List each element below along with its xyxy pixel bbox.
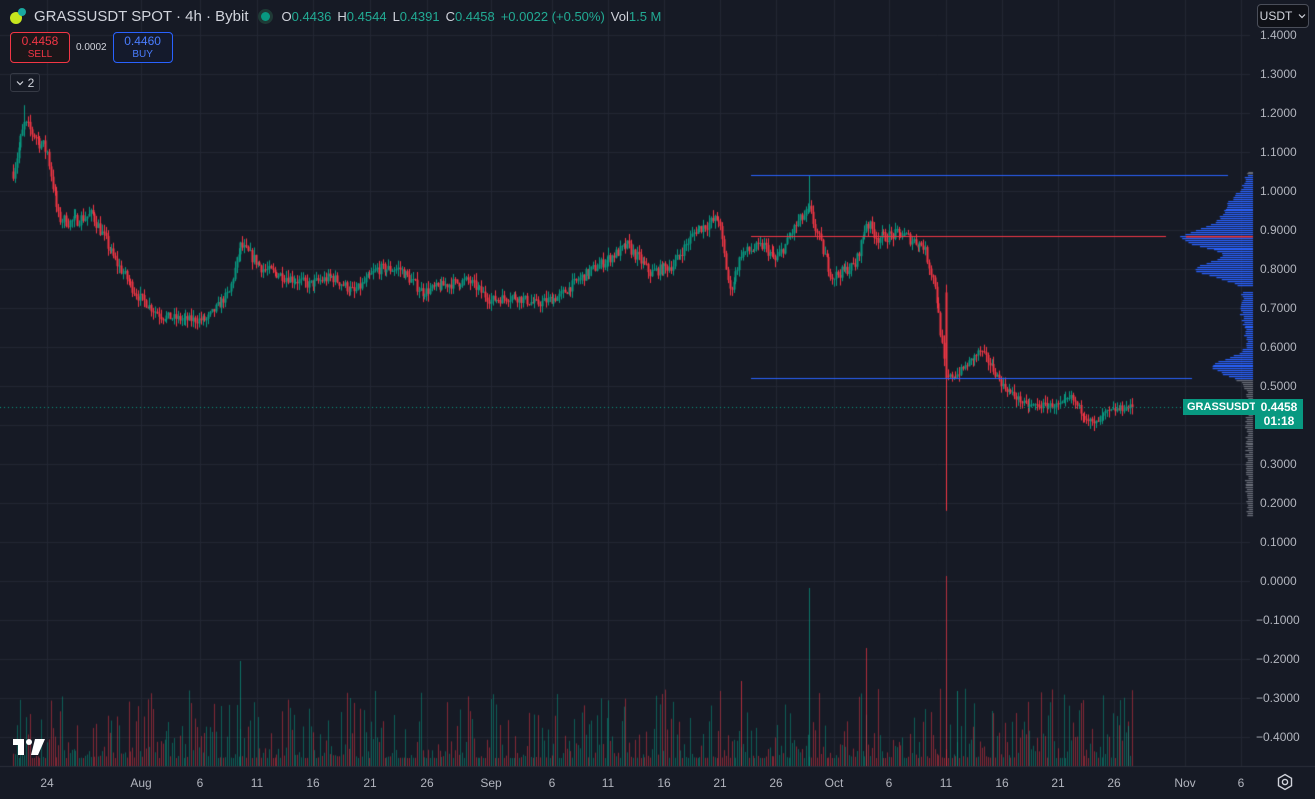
time-axis-label: 6: [548, 776, 556, 790]
price-axis-label: 1.2000: [1260, 106, 1297, 120]
sell-button[interactable]: 0.4458 SELL: [10, 32, 70, 63]
price-axis-label: 0.1000: [1260, 535, 1297, 549]
buy-label: BUY: [132, 48, 153, 60]
time-axis-label: 21: [1051, 776, 1065, 790]
last-price-value: 0.4458: [1260, 400, 1298, 414]
time-axis-label: 6: [196, 776, 204, 790]
time-axis-label: 21: [363, 776, 377, 790]
close-value: 0.4458: [454, 8, 495, 24]
time-axis-label: 6: [885, 776, 893, 790]
time-axis-label: 24: [40, 776, 54, 790]
sell-price: 0.4458: [21, 33, 59, 48]
chart-legend: GRASSUSDT SPOT · 4h · Bybit O0.4436 H0.4…: [10, 7, 661, 25]
price-axis-label: 0.8000: [1260, 262, 1297, 276]
price-axis-label: 0.2000: [1260, 496, 1297, 510]
trade-panel: 0.4458 SELL 0.0002 0.4460 BUY: [10, 32, 173, 63]
settings-gear-icon[interactable]: [1276, 773, 1294, 791]
grass-logo-icon: [10, 7, 28, 25]
buy-price: 0.4460: [124, 33, 161, 48]
symbol-price-tag: GRASSUSDT: [1183, 399, 1261, 415]
time-axis-label: Sep: [480, 776, 502, 790]
price-axis-label: 0.9000: [1260, 223, 1297, 237]
time-axis-label: Aug: [130, 776, 152, 790]
open-label: O: [281, 8, 292, 24]
time-axis-label: Nov: [1174, 776, 1196, 790]
price-axis-label: 0.5000: [1260, 379, 1297, 393]
open-value: 0.4436: [291, 8, 332, 24]
time-axis-label: 16: [995, 776, 1009, 790]
buy-button[interactable]: 0.4460 BUY: [112, 32, 173, 63]
time-axis-label: 11: [250, 776, 264, 790]
volume-value: 1.5 M: [628, 8, 662, 24]
volume-label: Vol: [610, 8, 629, 24]
currency-label: USDT: [1259, 9, 1293, 23]
time-axis-label: 26: [1107, 776, 1121, 790]
tradingview-logo-icon[interactable]: [13, 739, 45, 755]
chevron-down-icon: [16, 80, 24, 85]
currency-selector[interactable]: USDT: [1257, 4, 1309, 28]
price-axis-label: 1.4000: [1260, 28, 1297, 42]
ohlc-values: O0.4436 H0.4544 L0.4391 C0.4458 +0.0022 …: [282, 9, 662, 24]
change-value: +0.0022 (+0.50%): [500, 8, 605, 24]
price-axis-label: 0.7000: [1260, 301, 1297, 315]
price-axis-label: −0.3000: [1256, 691, 1300, 705]
spread-value: 0.0002: [76, 42, 107, 53]
price-axis-label: −0.1000: [1256, 613, 1300, 627]
time-axis-label: 6: [1237, 776, 1245, 790]
bar-countdown: 01:18: [1263, 414, 1295, 428]
indicators-count: 2: [27, 75, 35, 90]
price-axis-label: −0.4000: [1256, 730, 1300, 744]
time-axis-label: 21: [713, 776, 727, 790]
low-label: L: [392, 8, 400, 24]
price-axis-label: 0.3000: [1260, 457, 1297, 471]
price-axis-label: 0.0000: [1260, 574, 1297, 588]
high-value: 0.4544: [346, 8, 387, 24]
price-axis-label: 1.1000: [1260, 145, 1297, 159]
market-open-status-icon: [260, 11, 270, 21]
time-axis-label: 16: [306, 776, 320, 790]
price-axis-label: −0.2000: [1256, 652, 1300, 666]
indicators-collapse-button[interactable]: 2: [10, 73, 40, 92]
chevron-down-icon: [1298, 14, 1306, 19]
price-axis-label: 0.6000: [1260, 340, 1297, 354]
time-axis-label: 26: [420, 776, 434, 790]
close-label: C: [445, 8, 455, 24]
time-axis-label: 16: [657, 776, 671, 790]
sell-label: SELL: [27, 48, 53, 60]
high-label: H: [337, 8, 347, 24]
time-axis-label: 11: [939, 776, 953, 790]
time-axis-label: Oct: [824, 776, 844, 790]
price-axis-label: 1.3000: [1260, 67, 1297, 81]
time-axis-label: 11: [601, 776, 615, 790]
price-axis-label: 1.0000: [1260, 184, 1297, 198]
time-axis-label: 26: [769, 776, 783, 790]
low-value: 0.4391: [399, 8, 440, 24]
last-price-tag: 0.4458 01:18: [1255, 399, 1303, 429]
symbol-title[interactable]: GRASSUSDT SPOT · 4h · Bybit: [34, 7, 249, 25]
